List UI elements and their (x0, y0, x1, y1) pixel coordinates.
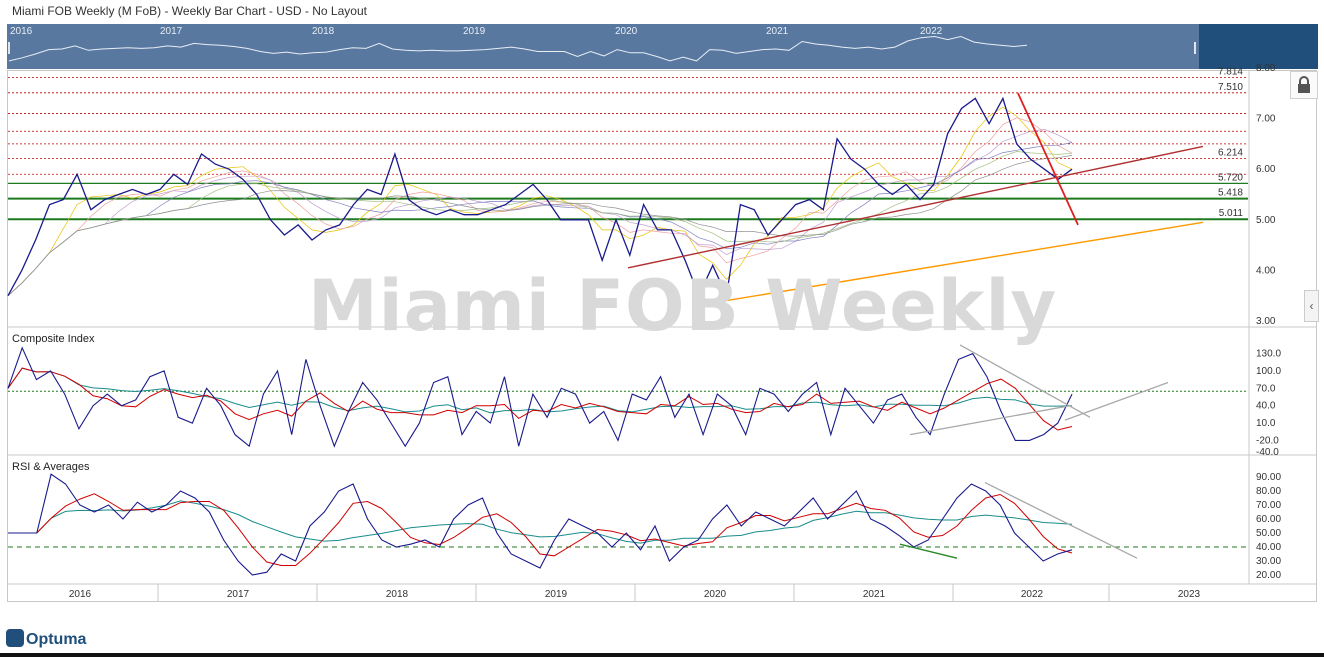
navigator-year: 2022 (920, 26, 943, 37)
composite-pane-title: Composite Index (12, 333, 95, 345)
collapse-panel-button[interactable]: ‹ (1304, 290, 1319, 322)
navigator-sparkline (8, 35, 1196, 62)
rsi-axis-tick: 50.00 (1256, 528, 1281, 539)
rsi-axis-tick: 90.00 (1256, 472, 1281, 483)
trend-line (1017, 92, 1079, 226)
x-axis-label: 2018 (386, 589, 409, 600)
x-axis-label: 2017 (227, 589, 250, 600)
rsi-trend-line (984, 482, 1138, 559)
date-navigator[interactable]: 2016 2017 2018 2019 2020 2021 2022 (7, 24, 1318, 69)
x-axis-label: 2020 (704, 589, 727, 600)
optuma-logo: Optuma (6, 629, 86, 649)
moving-average-line (7, 129, 1073, 296)
price-axis-tick: 4.00 (1256, 265, 1276, 276)
price-axis-tick: 8.00 (1256, 63, 1276, 74)
moving-average-line (7, 106, 1073, 296)
rsi-slow-average (8, 500, 1073, 544)
composite-axis-tick: 130.0 (1256, 349, 1281, 360)
rsi-line (8, 473, 1073, 576)
level-label: 6.214 (1218, 147, 1243, 158)
navigator-future-zone (1199, 24, 1318, 69)
x-axis-label: 2022 (1021, 589, 1044, 600)
level-label: 5.418 (1218, 188, 1243, 199)
level-label: 7.510 (1218, 82, 1243, 93)
moving-average-line (7, 155, 1073, 296)
chevron-left-icon: ‹ (1309, 299, 1314, 313)
navigator-year: 2021 (766, 26, 789, 37)
price-line (7, 96, 1073, 298)
rsi-trend-line (899, 543, 958, 559)
navigator-year: 2020 (615, 26, 638, 37)
composite-axis-tick: -40.0 (1256, 447, 1279, 458)
navigator-year: 2017 (160, 26, 183, 37)
rsi-axis-tick: 30.00 (1256, 556, 1281, 567)
x-axis-label: 2021 (863, 589, 886, 600)
moving-average-line (7, 117, 1073, 296)
rsi-axis-tick: 40.00 (1256, 542, 1281, 553)
level-label: 5.011 (1219, 208, 1244, 219)
navigator-year: 2016 (10, 26, 33, 37)
composite-axis-tick: -20.0 (1256, 435, 1279, 446)
composite-fast-average (7, 367, 1073, 431)
trend-line (709, 221, 1204, 304)
trend-line (627, 145, 1204, 269)
price-axis-tick: 5.00 (1256, 215, 1276, 226)
composite-axis-tick: 100.0 (1256, 366, 1281, 377)
footer-bar (0, 653, 1324, 657)
rsi-axis-tick: 80.00 (1256, 486, 1281, 497)
logo-text: Optuma (26, 631, 87, 648)
composite-trend-line (959, 344, 1091, 418)
chart-title: Miami FOB Weekly (M FoB) - Weekly Bar Ch… (12, 4, 367, 18)
composite-axis-tick: 70.0 (1256, 383, 1276, 394)
composite-trend-line (1064, 381, 1169, 421)
lock-icon (1298, 76, 1310, 93)
rsi-axis-tick: 60.00 (1256, 514, 1281, 525)
x-axis-label: 2023 (1178, 589, 1201, 600)
level-label: 5.720 (1218, 172, 1243, 183)
composite-index-line (7, 346, 1073, 448)
rsi-axis-tick: 20.00 (1256, 570, 1281, 581)
navigator-year: 2018 (312, 26, 335, 37)
price-axis-tick: 7.00 (1256, 114, 1276, 125)
composite-trend-line (909, 405, 1071, 436)
x-axis-label: 2016 (69, 589, 92, 600)
chart-frame (7, 70, 1317, 602)
price-axis-tick: 3.00 (1256, 316, 1276, 327)
level-label: 7.814 (1218, 66, 1243, 77)
rsi-axis-tick: 70.00 (1256, 500, 1281, 511)
x-axis-label: 2019 (545, 589, 568, 600)
navigator-year: 2019 (463, 26, 486, 37)
price-axis-tick: 6.00 (1256, 164, 1276, 175)
watermark: Miami FOB Weekly (308, 265, 1058, 347)
composite-axis-tick: 40.0 (1256, 401, 1276, 412)
composite-axis-tick: 10.0 (1256, 418, 1276, 429)
logo-mark (6, 629, 24, 647)
rsi-pane-title: RSI & Averages (12, 461, 90, 473)
lock-button[interactable] (1290, 71, 1318, 99)
rsi-fast-average (8, 493, 1073, 566)
